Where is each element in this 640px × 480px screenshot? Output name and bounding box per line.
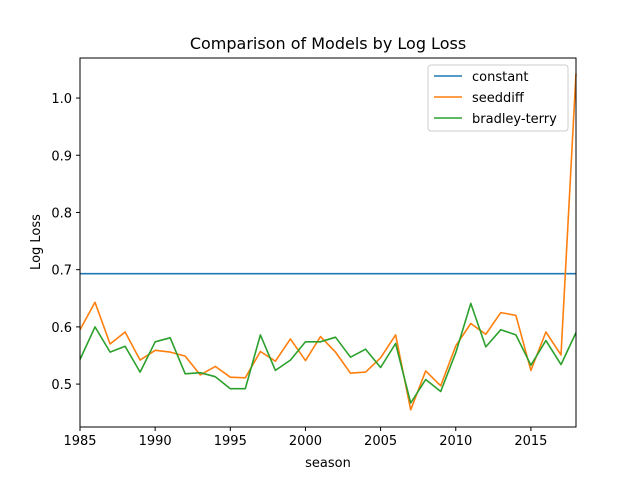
legend-label-bradley-terry: bradley-terry [472,112,557,127]
x-tick-label: 2010 [439,434,472,449]
y-axis: 0.5 0.6 0.7 0.8 0.9 1.0 [51,92,80,393]
x-axis-title: season [305,456,351,471]
y-tick-label: 0.8 [51,206,72,221]
x-tick-label: 2005 [364,434,397,449]
legend-label-seeddiff: seeddiff [472,91,525,106]
y-tick-label: 0.5 [51,378,72,393]
legend: constant seeddiff bradley-terry [427,64,569,132]
y-axis-title: Log Loss [29,214,44,270]
x-tick-label: 2000 [289,434,322,449]
x-tick-label: 2015 [514,434,547,449]
plot-area [79,73,577,411]
series-line-seeddiff [79,73,577,411]
x-tick-label: 1985 [63,434,96,449]
legend-label-constant: constant [472,70,529,85]
y-tick-label: 0.6 [51,321,72,336]
series-line-bradley-terry [79,302,577,404]
x-tick-label: 1990 [139,434,172,449]
x-tick-label: 1995 [214,434,247,449]
y-tick-label: 1.0 [51,92,72,107]
y-tick-label: 0.7 [51,264,72,279]
x-axis: 1985 1990 1995 2000 2005 2010 2015 [63,427,547,449]
chart-title: Comparison of Models by Log Loss [190,34,466,53]
y-tick-label: 0.9 [51,149,72,164]
plot-frame [79,57,577,428]
legend-box [427,64,569,132]
